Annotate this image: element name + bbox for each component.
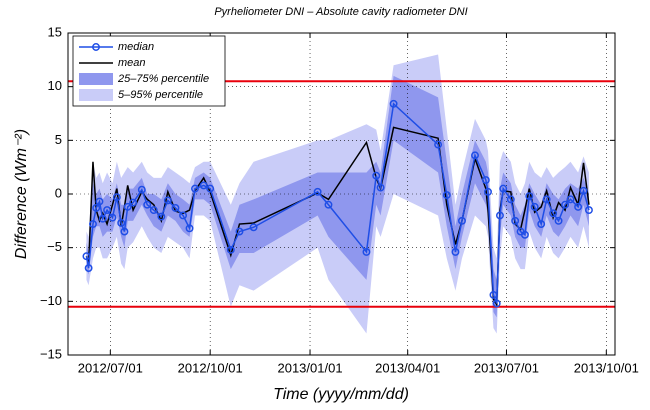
median-marker xyxy=(129,198,138,207)
median-marker xyxy=(376,183,385,192)
median-marker xyxy=(537,220,546,229)
legend-swatch xyxy=(79,89,113,101)
median-marker xyxy=(530,202,539,211)
median-marker xyxy=(157,212,166,221)
median-marker xyxy=(484,187,492,196)
x-tick-label: 2013/04/01 xyxy=(375,360,440,375)
x-tick-label: 2013/01/01 xyxy=(277,360,342,375)
median-marker xyxy=(163,196,172,205)
legend-label: 25–75% percentile xyxy=(117,73,209,85)
median-marker xyxy=(120,227,129,236)
median-marker xyxy=(566,195,575,204)
median-marker xyxy=(499,184,508,193)
median-marker xyxy=(496,211,504,220)
median-marker xyxy=(123,202,132,211)
x-tick-label: 2012/10/01 xyxy=(178,360,243,375)
median-marker xyxy=(458,216,466,225)
median-marker xyxy=(520,230,529,239)
median-marker xyxy=(89,220,97,229)
median-marker xyxy=(191,184,199,193)
median-marker xyxy=(451,248,460,256)
median-marker xyxy=(585,206,593,215)
legend-swatch xyxy=(79,73,113,85)
legend-label: median xyxy=(118,41,154,53)
median-marker xyxy=(108,213,117,222)
median-marker xyxy=(389,99,398,108)
y-tick-label: −5 xyxy=(47,239,62,254)
x-axis-label: Time (yyyy/mm/dd) xyxy=(273,386,409,403)
median-marker xyxy=(549,209,558,218)
median-marker xyxy=(574,202,583,211)
median-marker xyxy=(542,195,551,204)
median-marker xyxy=(579,186,588,195)
median-marker xyxy=(362,248,371,256)
median-marker xyxy=(324,200,333,209)
x-tick-label: 2012/07/01 xyxy=(78,360,143,375)
median-marker xyxy=(525,192,534,201)
median-marker xyxy=(434,140,443,149)
median-marker xyxy=(442,191,451,200)
y-tick-label: 0 xyxy=(55,185,62,200)
median-marker xyxy=(313,187,322,196)
median-marker xyxy=(226,245,235,254)
median-marker xyxy=(103,206,112,215)
legend-label: 5–95% percentile xyxy=(118,89,203,101)
y-tick-label: −15 xyxy=(40,346,62,361)
median-marker xyxy=(199,181,208,190)
median-marker xyxy=(92,204,101,212)
median-marker xyxy=(84,264,93,273)
median-marker xyxy=(179,211,187,220)
median-marker xyxy=(185,224,194,233)
y-axis-label: Difference (Wm⁻²) xyxy=(13,129,30,259)
median-marker xyxy=(481,176,490,184)
median-marker xyxy=(95,197,104,206)
x-tick-label: 2013/10/01 xyxy=(574,360,639,375)
median-marker xyxy=(235,227,244,236)
median-marker xyxy=(511,216,520,225)
median-marker xyxy=(489,290,498,299)
y-tick-label: 5 xyxy=(55,132,62,147)
median-marker xyxy=(561,200,570,209)
median-marker xyxy=(149,206,158,215)
median-marker xyxy=(372,171,381,180)
x-tick-label: 2013/07/01 xyxy=(474,360,539,375)
median-marker xyxy=(117,219,126,227)
median-marker xyxy=(137,185,146,194)
median-marker xyxy=(112,193,121,202)
legend-label: mean xyxy=(118,57,146,69)
median-marker xyxy=(98,214,107,223)
median-marker xyxy=(492,299,501,308)
median-marker xyxy=(249,223,258,232)
y-tick-label: 15 xyxy=(48,24,62,39)
series-line xyxy=(85,126,590,308)
median-marker xyxy=(471,151,479,160)
percentile-band xyxy=(86,75,589,318)
y-tick-label: −10 xyxy=(40,293,62,308)
median-marker xyxy=(554,216,563,225)
median-marker xyxy=(171,204,180,212)
legend-marker xyxy=(92,43,100,51)
median-marker xyxy=(82,252,91,261)
median-marker xyxy=(143,200,152,209)
y-tick-label: 10 xyxy=(48,78,62,93)
median-marker xyxy=(506,195,515,204)
chart-title: Pyrheliometer DNI – Absolute cavity radi… xyxy=(214,6,467,18)
median-marker xyxy=(206,184,215,193)
legend: median mean 25–75% percentile 5–95% percent… xyxy=(72,35,226,107)
